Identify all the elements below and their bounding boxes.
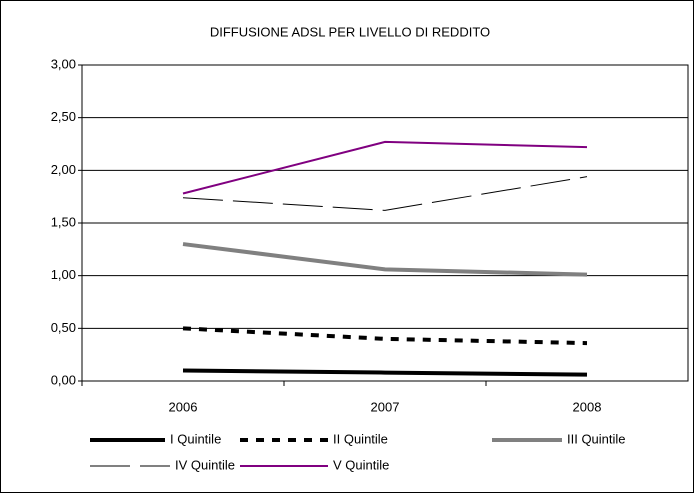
y-tick-label: 1,00 — [51, 267, 76, 282]
legend-label: II Quintile — [333, 431, 388, 446]
x-tick-label: 2008 — [573, 399, 602, 414]
y-tick-label: 1,50 — [51, 214, 76, 229]
legend-label: V Quintile — [333, 457, 389, 472]
x-tick-label: 2007 — [371, 399, 400, 414]
y-tick-label: 0,50 — [51, 320, 76, 335]
y-tick-label: 2,00 — [51, 162, 76, 177]
y-tick-label: 2,50 — [51, 109, 76, 124]
legend-label: I Quintile — [170, 431, 221, 446]
chart-title: DIFFUSIONE ADSL PER LIVELLO DI REDDITO — [210, 24, 490, 39]
y-tick-label: 0,00 — [51, 372, 76, 387]
y-tick-label: 3,00 — [51, 56, 76, 71]
legend-label: IV Quintile — [175, 457, 235, 472]
legend-label: III Quintile — [567, 431, 626, 446]
series-line — [182, 176, 588, 211]
series-line — [182, 140, 588, 195]
series-line — [182, 242, 588, 277]
series-line — [182, 326, 588, 346]
series-line — [182, 368, 588, 377]
x-tick-label: 2006 — [169, 399, 198, 414]
